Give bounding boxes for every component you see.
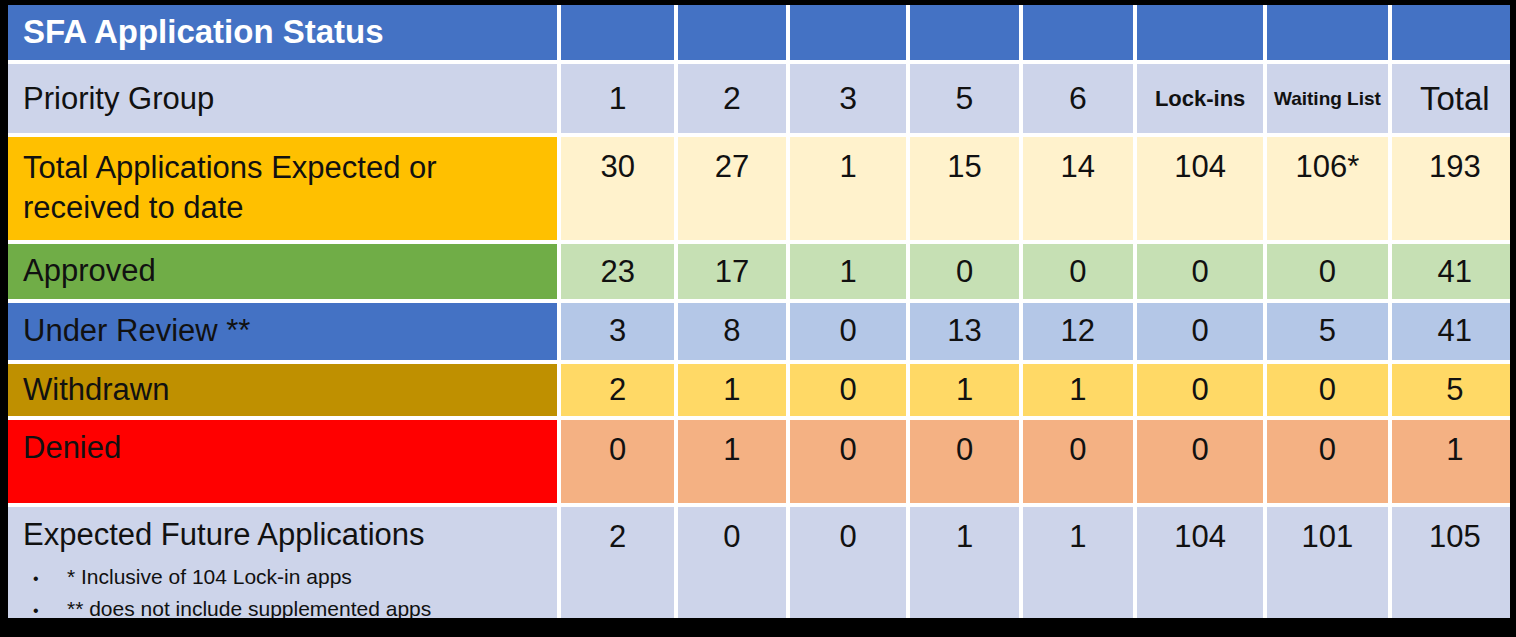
value-cell: 1	[910, 507, 1018, 618]
value-cell: 1	[910, 364, 1018, 416]
total-applications-row: Total Applications Expected or received …	[8, 137, 1510, 240]
expected-future-heading: Expected Future Applications	[23, 515, 556, 555]
column-header-waiting-list: Waiting List	[1267, 64, 1387, 133]
value-cell: 1	[1023, 364, 1133, 416]
title-row-spacer-cell	[910, 5, 1018, 60]
value-cell: 106*	[1267, 137, 1387, 240]
title-row-spacer-cell	[678, 5, 786, 60]
value-cell: 0	[910, 244, 1018, 299]
value-cell: 105	[1392, 507, 1510, 618]
value-cell: 3	[561, 303, 673, 359]
value-cell: 41	[1392, 244, 1510, 299]
column-header-pg3: 3	[790, 64, 906, 133]
column-header-pg1: 1	[561, 64, 673, 133]
denied-row: Denied 0 1 0 0 0 0 0 1	[8, 420, 1510, 503]
column-header-total: Total	[1392, 64, 1510, 133]
title-row-spacer-cell	[1137, 5, 1263, 60]
row-label-expected-future: Expected Future Applications • * Inclusi…	[8, 507, 557, 618]
value-cell: 0	[1267, 244, 1387, 299]
row-label-denied: Denied	[8, 420, 557, 503]
title-row: SFA Application Status	[8, 5, 1510, 60]
value-cell: 0	[1137, 364, 1263, 416]
expected-future-row: Expected Future Applications • * Inclusi…	[8, 507, 1510, 618]
value-cell: 13	[910, 303, 1018, 359]
value-cell: 17	[678, 244, 786, 299]
footnotes: • * Inclusive of 104 Lock-in apps • ** d…	[23, 561, 556, 618]
table-title: SFA Application Status	[8, 5, 557, 60]
title-row-spacer-cell	[1023, 5, 1133, 60]
value-cell: 5	[1392, 364, 1510, 416]
value-cell: 0	[678, 507, 786, 618]
footnote-line: • ** does not include supplemented apps	[23, 593, 556, 619]
value-cell: 2	[561, 507, 673, 618]
value-cell: 0	[561, 420, 673, 503]
value-cell: 41	[1392, 303, 1510, 359]
value-cell: 0	[790, 420, 906, 503]
value-cell: 0	[1023, 244, 1133, 299]
value-cell: 1	[790, 244, 906, 299]
value-cell: 101	[1267, 507, 1387, 618]
footnote-line: • * Inclusive of 104 Lock-in apps	[23, 561, 556, 593]
approved-row: Approved 23 17 1 0 0 0 0 41	[8, 244, 1510, 299]
value-cell: 5	[1267, 303, 1387, 359]
priority-group-label: Priority Group	[8, 64, 557, 133]
value-cell: 15	[910, 137, 1018, 240]
row-label-under-review: Under Review **	[8, 303, 557, 359]
title-row-spacer-cell	[561, 5, 673, 60]
row-label-withdrawn: Withdrawn	[8, 364, 557, 416]
value-cell: 1	[1023, 507, 1133, 618]
value-cell: 0	[790, 507, 906, 618]
withdrawn-row: Withdrawn 2 1 0 1 1 0 0 5	[8, 364, 1510, 416]
value-cell: 8	[678, 303, 786, 359]
column-header-lock-ins: Lock-ins	[1137, 64, 1263, 133]
value-cell: 0	[1023, 420, 1133, 503]
value-cell: 12	[1023, 303, 1133, 359]
column-header-pg6: 6	[1023, 64, 1133, 133]
value-cell: 193	[1392, 137, 1510, 240]
value-cell: 0	[1137, 303, 1263, 359]
title-row-spacer-cell	[790, 5, 906, 60]
value-cell: 1	[790, 137, 906, 240]
value-cell: 30	[561, 137, 673, 240]
value-cell: 104	[1137, 507, 1263, 618]
value-cell: 14	[1023, 137, 1133, 240]
value-cell: 0	[910, 420, 1018, 503]
value-cell: 2	[561, 364, 673, 416]
footnote-text: ** does not include supplemented apps	[67, 593, 431, 619]
footnote-text: * Inclusive of 104 Lock-in apps	[67, 561, 352, 593]
table-frame: SFA Application Status Priority Group 1 …	[8, 5, 1510, 618]
value-cell: 1	[1392, 420, 1510, 503]
column-header-pg2: 2	[678, 64, 786, 133]
title-row-spacer-cell	[1267, 5, 1387, 60]
value-cell: 1	[678, 420, 786, 503]
value-cell: 0	[1267, 364, 1387, 416]
value-cell: 27	[678, 137, 786, 240]
bullet-icon: •	[23, 567, 67, 591]
sfa-application-status-table: SFA Application Status Priority Group 1 …	[8, 5, 1510, 618]
value-cell: 1	[678, 364, 786, 416]
row-label-total-applications: Total Applications Expected or received …	[8, 137, 557, 240]
value-cell: 104	[1137, 137, 1263, 240]
title-row-spacer-cell	[1392, 5, 1510, 60]
value-cell: 0	[1267, 420, 1387, 503]
column-header-row: Priority Group 1 2 3 5 6 Lock-ins Waitin…	[8, 64, 1510, 133]
bullet-icon: •	[23, 599, 67, 619]
value-cell: 0	[1137, 420, 1263, 503]
value-cell: 0	[1137, 244, 1263, 299]
value-cell: 0	[790, 364, 906, 416]
under-review-row: Under Review ** 3 8 0 13 12 0 5 41	[8, 303, 1510, 359]
value-cell: 0	[790, 303, 906, 359]
row-label-approved: Approved	[8, 244, 557, 299]
column-header-pg5: 5	[910, 64, 1018, 133]
value-cell: 23	[561, 244, 673, 299]
